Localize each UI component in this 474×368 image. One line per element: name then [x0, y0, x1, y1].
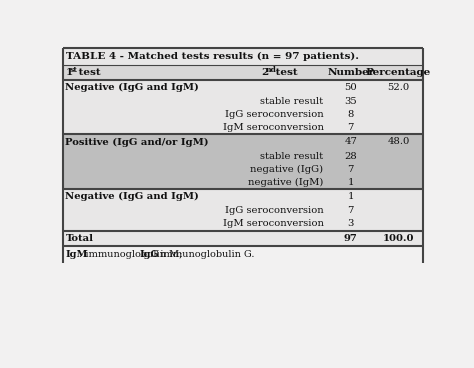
Bar [63, 163, 423, 176]
Bar [63, 48, 423, 65]
Text: 28: 28 [345, 152, 357, 161]
Bar [63, 217, 423, 230]
Bar [63, 246, 423, 263]
Text: 7: 7 [347, 206, 354, 215]
Text: 3: 3 [347, 219, 354, 229]
Text: 7: 7 [347, 123, 354, 132]
Bar [63, 95, 423, 108]
Text: 1: 1 [65, 68, 73, 77]
Text: 47: 47 [345, 138, 357, 146]
Text: : immunoglobulin M;: : immunoglobulin M; [80, 250, 186, 259]
Text: nd: nd [265, 66, 276, 74]
Bar [63, 65, 423, 79]
Text: 48.0: 48.0 [387, 138, 410, 146]
Text: negative (IgM): negative (IgM) [248, 178, 324, 187]
Text: IgG seroconversion: IgG seroconversion [225, 206, 324, 215]
Text: Positive (IgG and/or IgM): Positive (IgG and/or IgM) [65, 137, 209, 146]
Text: stable result: stable result [260, 152, 324, 161]
Text: 1: 1 [347, 192, 354, 201]
Text: 35: 35 [345, 97, 357, 106]
Text: 52.0: 52.0 [387, 83, 410, 92]
Bar [63, 189, 423, 204]
Text: IgM: IgM [65, 250, 88, 259]
Text: st: st [70, 66, 78, 74]
Text: TABLE 4 - Matched tests results (n = 97 patients).: TABLE 4 - Matched tests results (n = 97 … [66, 52, 359, 61]
Bar [63, 150, 423, 163]
Bar [63, 121, 423, 134]
Text: 1: 1 [347, 178, 354, 187]
Bar [63, 176, 423, 189]
Text: test: test [75, 68, 100, 77]
Bar [63, 134, 423, 150]
Text: 2: 2 [261, 68, 268, 77]
Bar [63, 108, 423, 121]
Text: 8: 8 [347, 110, 354, 119]
Text: : immunoglobulin G.: : immunoglobulin G. [154, 250, 254, 259]
Text: test: test [272, 68, 298, 77]
Text: Total: Total [65, 234, 93, 243]
Text: 100.0: 100.0 [383, 234, 414, 243]
Bar [63, 79, 423, 95]
Text: stable result: stable result [260, 97, 324, 106]
Text: Number: Number [327, 68, 374, 77]
Text: IgM seroconversion: IgM seroconversion [223, 123, 324, 132]
Text: 97: 97 [344, 234, 358, 243]
Text: IgM seroconversion: IgM seroconversion [223, 219, 324, 229]
Text: negative (IgG): negative (IgG) [250, 165, 324, 174]
Bar [63, 230, 423, 246]
Text: Percentage: Percentage [366, 68, 431, 77]
Text: IgG seroconversion: IgG seroconversion [225, 110, 324, 119]
Bar [63, 204, 423, 217]
Text: 50: 50 [345, 83, 357, 92]
Text: IgG: IgG [140, 250, 160, 259]
Text: Negative (IgG and IgM): Negative (IgG and IgM) [65, 83, 200, 92]
Text: 7: 7 [347, 165, 354, 174]
Text: Negative (IgG and IgM): Negative (IgG and IgM) [65, 192, 200, 201]
